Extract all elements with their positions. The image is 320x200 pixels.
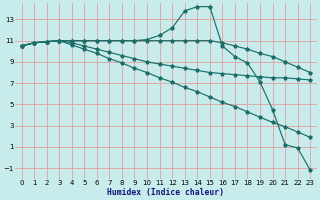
X-axis label: Humidex (Indice chaleur): Humidex (Indice chaleur) [108,188,224,197]
